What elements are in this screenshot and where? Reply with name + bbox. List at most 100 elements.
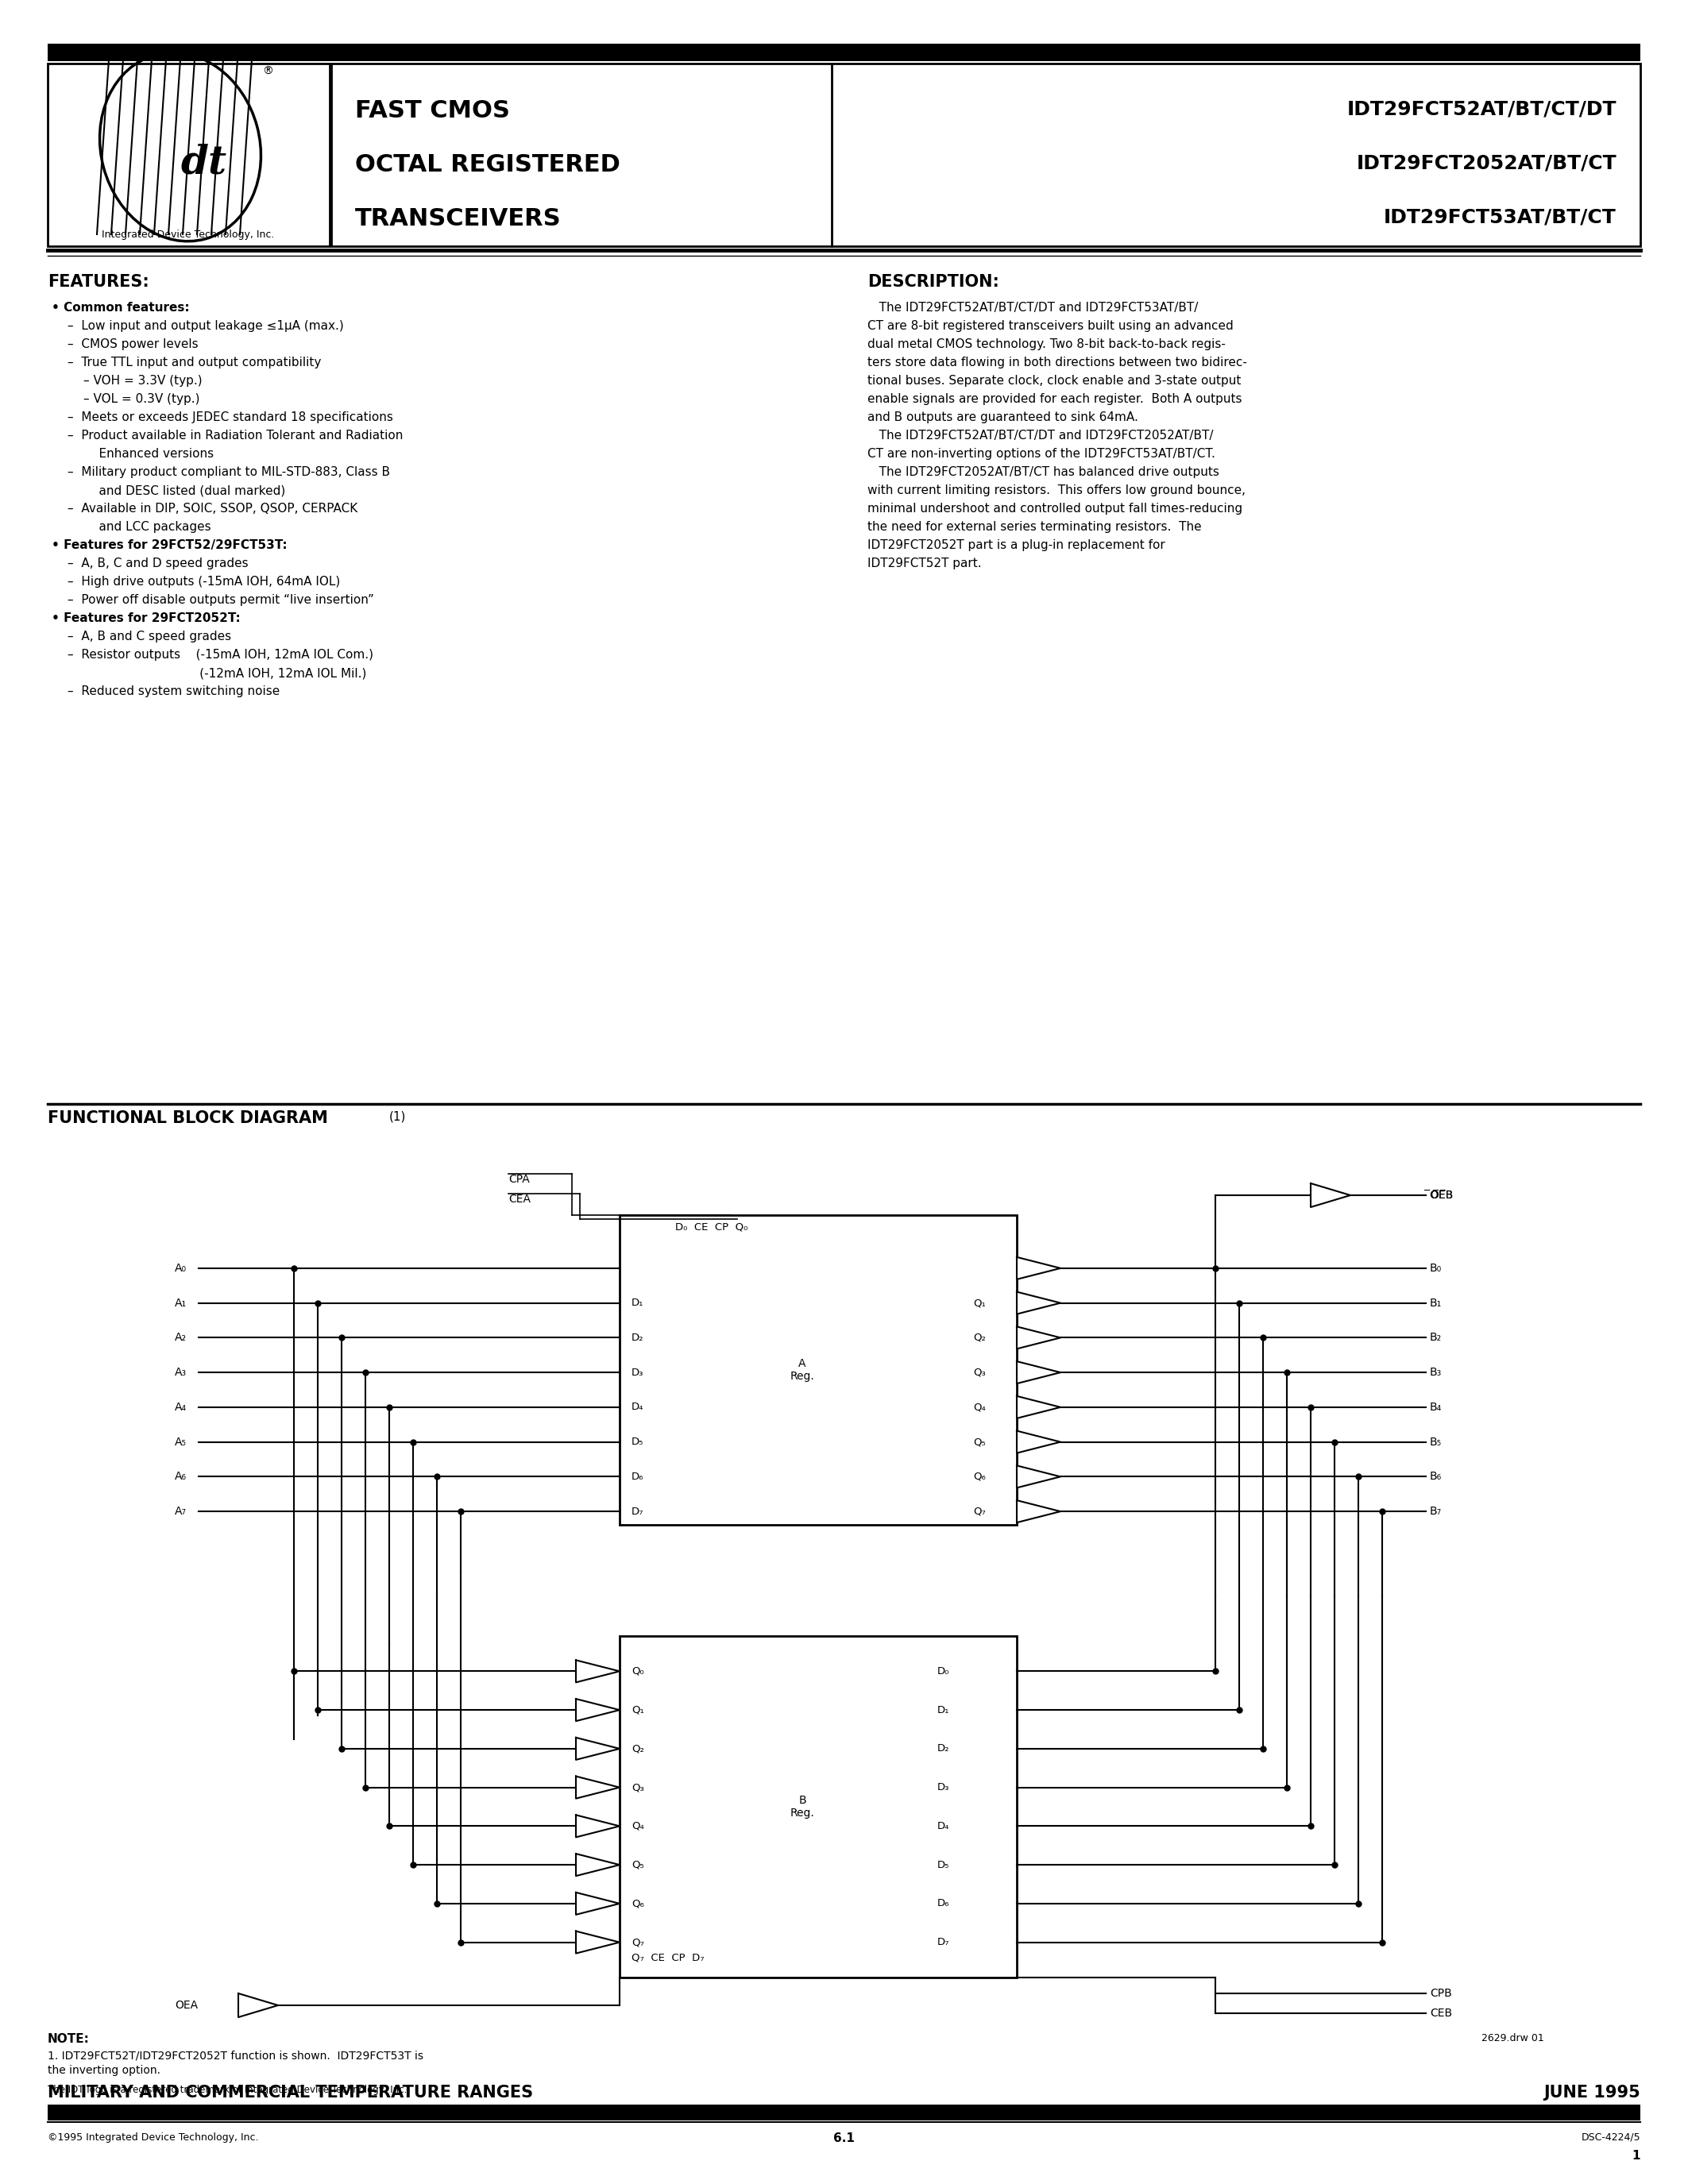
Text: –  Product available in Radiation Tolerant and Radiation: – Product available in Radiation Toleran… [68, 430, 403, 441]
Text: dt: dt [181, 144, 228, 181]
Text: A₄: A₄ [176, 1402, 187, 1413]
Text: CT are 8-bit registered transceivers built using an advanced: CT are 8-bit registered transceivers bui… [868, 321, 1234, 332]
Text: Q₃: Q₃ [972, 1367, 986, 1378]
Polygon shape [576, 1931, 619, 1952]
Text: –  Available in DIP, SOIC, SSOP, QSOP, CERPACK: – Available in DIP, SOIC, SSOP, QSOP, CE… [68, 502, 358, 515]
Polygon shape [1016, 1431, 1060, 1452]
Text: D₆: D₆ [631, 1472, 643, 1483]
Text: 1. IDT29FCT52T/IDT29FCT2052T function is shown.  IDT29FCT53T is: 1. IDT29FCT52T/IDT29FCT2052T function is… [47, 2051, 424, 2062]
Text: D₅: D₅ [937, 1861, 950, 1870]
Text: A₂: A₂ [176, 1332, 187, 1343]
Polygon shape [576, 1891, 619, 1915]
Text: A₅: A₅ [176, 1437, 187, 1448]
Text: D₀: D₀ [937, 1666, 950, 1677]
Bar [47, 2105, 1641, 2121]
Text: The IDT29FCT52AT/BT/CT/DT and IDT29FCT53AT/BT/: The IDT29FCT52AT/BT/CT/DT and IDT29FCT53… [868, 301, 1198, 314]
Text: The IDT29FCT2052AT/BT/CT has balanced drive outputs: The IDT29FCT2052AT/BT/CT has balanced dr… [868, 465, 1219, 478]
Text: Q₅: Q₅ [972, 1437, 986, 1448]
Text: the need for external series terminating resistors.  The: the need for external series terminating… [868, 522, 1202, 533]
Text: The IDT logo is a registered trademark of Integrated Device Technology, Inc.: The IDT logo is a registered trademark o… [47, 2086, 407, 2094]
Text: CPB: CPB [1430, 1987, 1452, 1998]
Text: – VOL = 0.3V (typ.): – VOL = 0.3V (typ.) [83, 393, 199, 404]
Text: Enhanced versions: Enhanced versions [83, 448, 214, 461]
Text: OEA: OEA [176, 2001, 197, 2011]
Text: –  Military product compliant to MIL-STD-883, Class B: – Military product compliant to MIL-STD-… [68, 465, 390, 478]
Text: 6.1: 6.1 [832, 2132, 854, 2145]
Text: Q₁: Q₁ [972, 1297, 986, 1308]
Text: –  High drive outputs (-15mA IOH, 64mA IOL): – High drive outputs (-15mA IOH, 64mA IO… [68, 577, 341, 587]
Polygon shape [576, 1854, 619, 1876]
Text: Q₅: Q₅ [631, 1861, 645, 1870]
Polygon shape [1016, 1293, 1060, 1315]
Text: dual metal CMOS technology. Two 8-bit back-to-back regis-: dual metal CMOS technology. Two 8-bit ba… [868, 339, 1225, 349]
Text: D₂: D₂ [937, 1743, 950, 1754]
Polygon shape [576, 1660, 619, 1682]
Text: D₃: D₃ [937, 1782, 950, 1793]
Text: –  CMOS power levels: – CMOS power levels [68, 339, 197, 349]
Polygon shape [1016, 1465, 1060, 1487]
Polygon shape [576, 1738, 619, 1760]
Text: CEA: CEA [508, 1195, 530, 1206]
Text: tional buses. Separate clock, clock enable and 3-state output: tional buses. Separate clock, clock enab… [868, 376, 1241, 387]
Text: D₇: D₇ [631, 1507, 643, 1516]
Text: D₁: D₁ [631, 1297, 643, 1308]
Text: A
Reg.: A Reg. [790, 1358, 815, 1382]
Text: The IDT29FCT52AT/BT/CT/DT and IDT29FCT2052AT/BT/: The IDT29FCT52AT/BT/CT/DT and IDT29FCT20… [868, 430, 1214, 441]
Text: A₃: A₃ [176, 1367, 187, 1378]
Bar [619, 1214, 1016, 1524]
Polygon shape [576, 1699, 619, 1721]
Text: D₄: D₄ [937, 1821, 950, 1830]
Text: ®: ® [262, 66, 273, 76]
Polygon shape [1310, 1184, 1350, 1208]
Text: A₁: A₁ [176, 1297, 187, 1308]
Text: • Common features:: • Common features: [52, 301, 189, 314]
Text: B₃: B₃ [1430, 1367, 1442, 1378]
Text: –  A, B, C and D speed grades: – A, B, C and D speed grades [68, 557, 248, 570]
Polygon shape [1016, 1258, 1060, 1280]
Text: 2629.drw 01: 2629.drw 01 [1482, 2033, 1545, 2044]
Text: IDT29FCT52AT/BT/CT/DT: IDT29FCT52AT/BT/CT/DT [1347, 98, 1617, 118]
Text: –  True TTL input and output compatibility: – True TTL input and output compatibilit… [68, 356, 321, 369]
Text: minimal undershoot and controlled output fall times-reducing: minimal undershoot and controlled output… [868, 502, 1242, 515]
Text: –  Reduced system switching noise: – Reduced system switching noise [68, 686, 280, 697]
Text: and LCC packages: and LCC packages [83, 522, 211, 533]
Polygon shape [238, 1994, 279, 2018]
Text: B₅: B₅ [1430, 1437, 1442, 1448]
Text: MILITARY AND COMMERCIAL TEMPERATURE RANGES: MILITARY AND COMMERCIAL TEMPERATURE RANG… [47, 2086, 533, 2101]
Text: Q₀: Q₀ [631, 1666, 645, 1677]
Text: • Features for 29FCT2052T:: • Features for 29FCT2052T: [52, 612, 240, 625]
Text: Q₂: Q₂ [972, 1332, 986, 1343]
Polygon shape [1016, 1326, 1060, 1350]
Text: IDT29FCT52T part.: IDT29FCT52T part. [868, 557, 981, 570]
Text: FUNCTIONAL BLOCK DIAGRAM: FUNCTIONAL BLOCK DIAGRAM [47, 1109, 327, 1127]
Text: –  Meets or exceeds JEDEC standard 18 specifications: – Meets or exceeds JEDEC standard 18 spe… [68, 411, 393, 424]
Text: D₂: D₂ [631, 1332, 643, 1343]
Text: A₀: A₀ [176, 1262, 187, 1273]
Text: A₆: A₆ [176, 1472, 187, 1483]
Text: FAST CMOS: FAST CMOS [354, 98, 510, 122]
Bar [619, 1636, 1016, 1977]
Text: D₅: D₅ [631, 1437, 643, 1448]
Polygon shape [1016, 1361, 1060, 1385]
Polygon shape [576, 1776, 619, 1800]
Text: NOTE:: NOTE: [47, 2033, 89, 2044]
Text: B₁: B₁ [1430, 1297, 1442, 1308]
Text: Q₇: Q₇ [972, 1507, 986, 1516]
Text: DESCRIPTION:: DESCRIPTION: [868, 273, 999, 290]
Text: (1): (1) [390, 1109, 407, 1123]
Text: – VOH = 3.3V (typ.): – VOH = 3.3V (typ.) [83, 376, 203, 387]
Text: IDT29FCT53AT/BT/CT: IDT29FCT53AT/BT/CT [1384, 207, 1617, 227]
Text: ̅O̅E̅B: ̅O̅E̅B [1430, 1190, 1453, 1201]
Text: enable signals are provided for each register.  Both A outputs: enable signals are provided for each reg… [868, 393, 1242, 404]
Text: FEATURES:: FEATURES: [47, 273, 149, 290]
Text: Q₄: Q₄ [972, 1402, 986, 1413]
Text: IDT29FCT2052AT/BT/CT: IDT29FCT2052AT/BT/CT [1355, 153, 1617, 173]
Text: Q₇  CE  CP  D₇: Q₇ CE CP D₇ [631, 1952, 704, 1963]
Bar [331, 63, 1641, 247]
Text: B
Reg.: B Reg. [790, 1795, 815, 1819]
Text: ©1995 Integrated Device Technology, Inc.: ©1995 Integrated Device Technology, Inc. [47, 2132, 258, 2143]
Bar [47, 63, 329, 247]
Text: Q₆: Q₆ [972, 1472, 986, 1483]
Bar [47, 44, 1641, 61]
Text: JUNE 1995: JUNE 1995 [1543, 2086, 1641, 2101]
